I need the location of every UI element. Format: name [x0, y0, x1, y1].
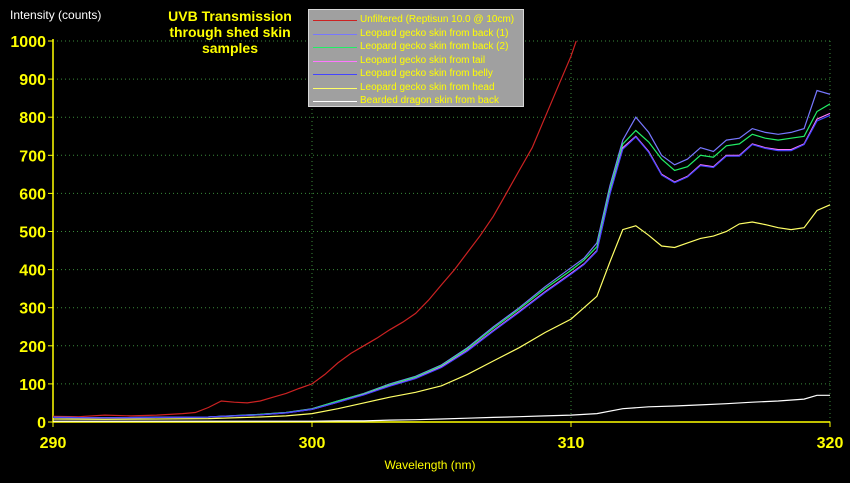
legend-item: Unfiltered (Reptisun 10.0 @ 10cm) — [309, 13, 525, 27]
y-tick-label: 500 — [19, 225, 46, 242]
legend-label: Leopard gecko skin from belly — [360, 68, 493, 79]
tick-labels: 0 100 200 300 400 500 600 700 800 900 1000 290 300 31… — [10, 34, 843, 452]
legend-swatch — [313, 87, 357, 89]
y-tick-label: 800 — [19, 110, 46, 127]
legend-item: Bearded dragon skin from back — [309, 94, 525, 108]
legend-label: Leopard gecko skin from back (1) — [360, 27, 509, 39]
axes — [48, 39, 831, 427]
x-axis-title: Wavelength (nm) — [384, 458, 476, 472]
y-axis-title: Intensity (counts) — [10, 8, 102, 22]
legend-swatch — [313, 101, 357, 102]
x-tick-label: 310 — [558, 435, 585, 452]
legend-swatch — [313, 20, 357, 21]
y-tick-label: 900 — [19, 72, 46, 89]
legend-label: Leopard gecko skin from head — [360, 81, 495, 93]
series-line-1 — [53, 89, 830, 419]
y-tick-label: 100 — [19, 377, 46, 394]
legend: Unfiltered (Reptisun 10.0 @ 10cm) Leopard… — [308, 9, 524, 107]
legend-item: Leopard gecko skin from head — [309, 81, 525, 95]
legend-label: Bearded dragon skin from back — [360, 95, 499, 106]
legend-label: Leopard gecko skin from back (2) — [360, 41, 509, 52]
legend-item: Leopard gecko skin from back (1) — [309, 27, 525, 41]
x-tick-label: 300 — [299, 435, 326, 452]
legend-swatch — [313, 74, 357, 75]
x-tick-label: 320 — [817, 435, 844, 452]
chart-title: UVB Transmission through shed skin sampl… — [168, 8, 292, 56]
y-tick-label: 200 — [19, 339, 46, 356]
legend-item: Leopard gecko skin from tail — [309, 54, 525, 68]
y-tick-label: 1000 — [10, 34, 46, 51]
y-tick-label: 400 — [19, 263, 46, 280]
series-line-5 — [53, 204, 830, 420]
legend-label: Leopard gecko skin from tail — [360, 54, 486, 66]
y-tick-label: 600 — [19, 186, 46, 203]
series-line-3 — [53, 112, 830, 419]
legend-swatch — [313, 60, 357, 62]
legend-label: Unfiltered (Reptisun 10.0 @ 10cm) — [360, 14, 515, 25]
y-tick-label: 700 — [19, 148, 46, 165]
series-lines — [53, 40, 830, 422]
series-line-6 — [53, 394, 830, 422]
y-tick-label: 0 — [37, 415, 46, 432]
y-tick-label: 300 — [19, 301, 46, 318]
legend-item: Leopard gecko skin from belly — [309, 67, 525, 81]
series-line-0 — [53, 40, 577, 418]
legend-item: Leopard gecko skin from back (2) — [309, 40, 525, 54]
x-tick-label: 290 — [40, 435, 67, 452]
series-line-4 — [53, 114, 830, 419]
legend-swatch — [313, 33, 357, 35]
legend-swatch — [313, 47, 357, 48]
